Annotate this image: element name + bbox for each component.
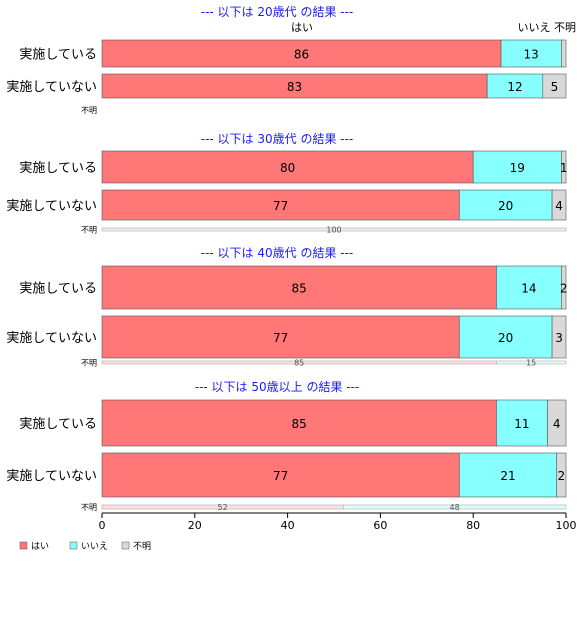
bar-segment: [458, 189, 553, 221]
bar-data-label: 13: [524, 48, 539, 62]
bar-data-label: 77: [273, 469, 288, 483]
bar-data-label: 19: [510, 161, 525, 175]
bar-segment: [561, 39, 567, 68]
panel-title: --- 以下は 30歳代 の結果 ---: [201, 132, 354, 146]
bar-data-label: 3: [555, 331, 563, 345]
legend-swatch: [69, 541, 78, 550]
bar-segment: [561, 265, 567, 310]
legend-label: いいえ: [81, 541, 108, 552]
bar-segment: [556, 452, 567, 498]
bar-segment: [551, 315, 567, 359]
panel-title: --- 以下は 50歳以上 の結果 ---: [195, 380, 360, 394]
bar-segment: [551, 189, 567, 221]
row-label-unknown: 不明: [81, 359, 97, 368]
bar-segment: [101, 189, 460, 221]
bar-data-label: 12: [507, 80, 522, 94]
bar-data-label: 2: [558, 469, 566, 483]
bar-data-label: 48: [450, 503, 460, 512]
row-label-unknown: 不明: [81, 106, 97, 115]
row-label: 実施している: [19, 416, 97, 432]
legend-swatch: [121, 541, 130, 550]
bar-segment: [496, 265, 562, 310]
bar-segment: [458, 452, 558, 498]
bar-segment: [342, 504, 567, 510]
bar-data-label: 85: [292, 417, 307, 431]
row-label: 実施していない: [6, 79, 97, 95]
x-tick-label: 60: [373, 519, 387, 532]
bar-segment: [500, 39, 562, 68]
bar-segment: [101, 39, 502, 68]
bar-data-label: 83: [287, 80, 302, 94]
bar-segment: [101, 73, 488, 99]
bar-segment: [472, 150, 562, 184]
bar-data-label: 52: [218, 503, 228, 512]
row-label-unknown: 不明: [81, 503, 97, 512]
column-header-unknown: 不明: [554, 21, 576, 34]
row-label: 実施している: [19, 47, 97, 63]
row-label: 実施していない: [6, 468, 97, 484]
bar-data-label: 77: [273, 199, 288, 213]
bar-data-label: 11: [514, 417, 529, 431]
bar-data-label: 1: [560, 161, 568, 175]
bar-data-label: 2: [560, 282, 568, 296]
bar-segment: [101, 315, 460, 359]
bar-data-label: 85: [292, 282, 307, 296]
bar-segment: [496, 399, 548, 447]
column-header-no: いいえ: [518, 21, 551, 34]
panel-title: --- 以下は 40歳代 の結果 ---: [201, 246, 354, 260]
bar-segment: [101, 150, 474, 184]
bar-data-label: 4: [553, 417, 561, 431]
legend-label: 不明: [133, 541, 151, 552]
bar-data-label: 15: [526, 359, 536, 368]
bar-segment: [101, 452, 460, 498]
row-label: 実施していない: [6, 330, 97, 346]
bar-data-label: 100: [326, 226, 341, 235]
bar-data-label: 14: [521, 282, 536, 296]
bar-segment: [496, 360, 567, 365]
bar-data-label: 20: [498, 199, 513, 213]
bar-segment: [561, 150, 567, 184]
bar-data-label: 21: [500, 469, 515, 483]
bar-data-label: 85: [294, 359, 304, 368]
bar-data-label: 80: [280, 161, 295, 175]
bar-segment: [101, 265, 497, 310]
row-label: 実施している: [19, 160, 97, 176]
x-tick-label: 100: [556, 519, 577, 532]
column-header-yes: はい: [291, 21, 313, 34]
bar-data-label: 4: [555, 199, 563, 213]
bar-segment: [101, 227, 567, 232]
bar-data-label: 77: [273, 331, 288, 345]
bar-segment: [547, 399, 567, 447]
legend-swatch: [19, 541, 28, 550]
bar-segment: [542, 73, 567, 99]
bar-data-label: 5: [551, 80, 559, 94]
x-tick-label: 80: [466, 519, 480, 532]
panel-title: --- 以下は 20歳代 の結果 ---: [201, 5, 354, 19]
x-tick-label: 40: [281, 519, 295, 532]
legend-label: はい: [31, 541, 49, 552]
bar-segment: [101, 399, 497, 447]
bar-data-label: 20: [498, 331, 513, 345]
row-label: 実施している: [19, 281, 97, 297]
bar-data-label: 86: [294, 48, 309, 62]
row-label: 実施していない: [6, 198, 97, 214]
bar-segment: [458, 315, 553, 359]
x-tick-label: 0: [99, 519, 106, 532]
row-label-unknown: 不明: [81, 226, 97, 235]
x-tick-label: 20: [188, 519, 202, 532]
